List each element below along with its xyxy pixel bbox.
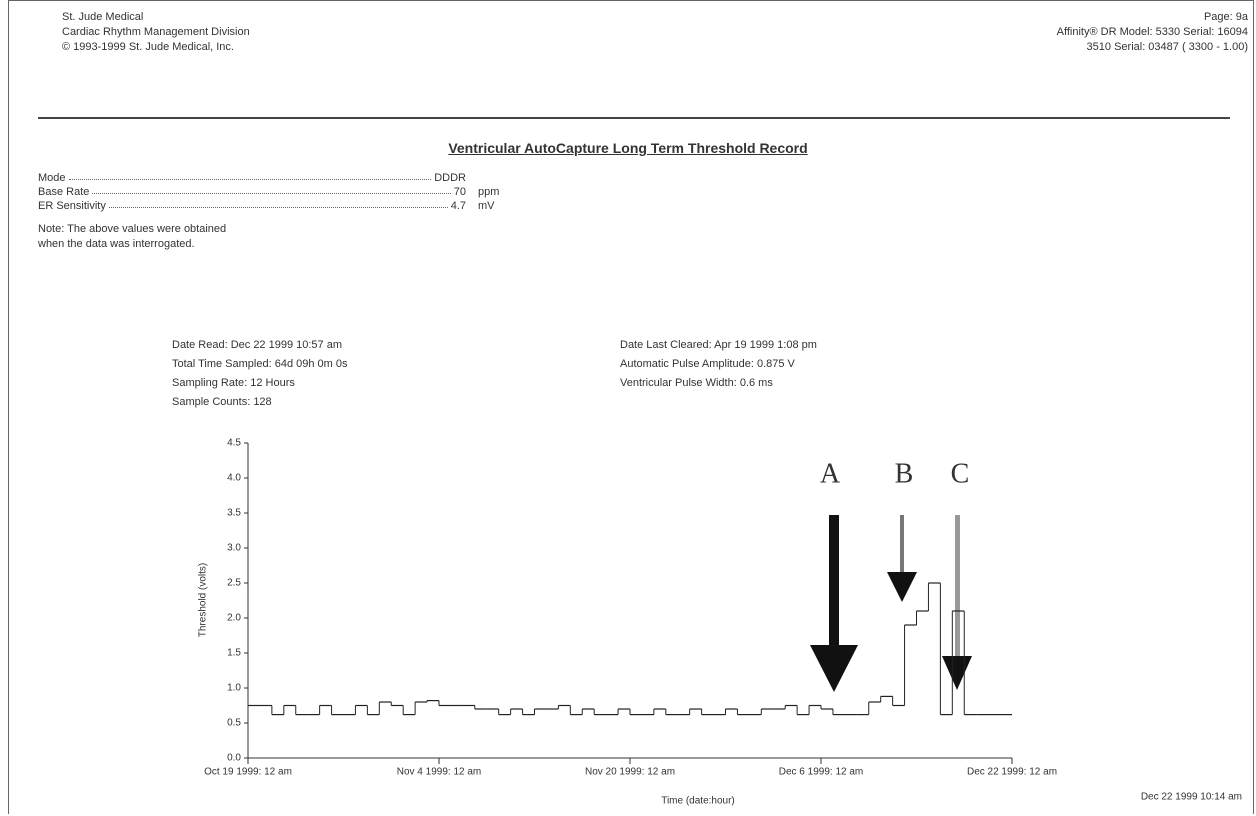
x-tick-label: Nov 20 1999: 12 am: [585, 767, 675, 778]
y-tick-label: 2.5: [227, 578, 241, 589]
text: St. Jude Medical: [62, 11, 144, 23]
x-tick-label: Oct 19 1999: 12 am: [204, 767, 292, 778]
y-tick-label: 4.0: [227, 473, 241, 484]
header-right: Page: 9a Affinity® DR Model: 5330 Serial…: [1057, 10, 1248, 55]
text: Ventricular Pulse Width: 0.6 ms: [620, 377, 773, 389]
y-tick-label: 1.5: [227, 648, 241, 659]
value: 70: [453, 186, 466, 198]
label: Base Rate: [38, 186, 90, 198]
info-left: Date Read: Dec 22 1999 10:57 am Total Ti…: [172, 336, 347, 412]
setting: ER Sensitivity 4.7 mV: [38, 200, 548, 212]
header-left: St. Jude Medical Cardiac Rhythm Manageme…: [62, 10, 250, 55]
text: Note: The above values were obtained: [38, 223, 227, 235]
text: Sampling Rate: 12 Hours: [172, 377, 295, 389]
text: Total Time Sampled: 64d 09h 0m 0s: [172, 358, 348, 370]
annotation: C: [951, 458, 970, 489]
text: Affinity® DR Model: 5330 Serial: 16094: [1056, 26, 1248, 38]
y-tick-label: 0.0: [227, 753, 241, 764]
setting: Mode DDDR: [38, 172, 548, 184]
y-tick-label: 4.5: [227, 438, 241, 449]
text: Automatic Pulse Amplitude: 0.875 V: [620, 358, 795, 370]
value: DDDR: [434, 172, 466, 184]
text: Cardiac Rhythm Management Division: [62, 26, 250, 38]
x-axis-label: Time (date:hour): [661, 796, 735, 807]
label: Mode: [38, 172, 66, 184]
text: when the data was interrogated.: [38, 238, 195, 250]
footer: Dec 22 1999 10:14 am: [1141, 792, 1242, 803]
value: 4.7: [450, 200, 466, 212]
text: 3510 Serial: 03487 ( 3300 - 1.00): [1086, 41, 1248, 53]
text: Date Last Cleared: Apr 19 1999 1:08 pm: [620, 339, 817, 351]
text: Date Read: Dec 22 1999 10:57 am: [172, 339, 343, 351]
info-right: Date Last Cleared: Apr 19 1999 1:08 pm A…: [620, 336, 817, 393]
annotation: B: [895, 458, 914, 489]
rule: [38, 117, 1230, 119]
annotation: A: [820, 458, 841, 489]
label: ER Sensitivity: [38, 200, 106, 212]
frame: [8, 0, 1254, 814]
text: Sample Counts: 128: [172, 396, 272, 408]
setting: Base Rate 70 ppm: [38, 186, 548, 198]
y-tick-label: 2.0: [227, 613, 241, 624]
arrows: [810, 515, 972, 692]
note: Note: The above values were obtained whe…: [38, 222, 226, 252]
y-tick-label: 3.5: [227, 508, 241, 519]
title: Ventricular AutoCapture Long Term Thresh…: [448, 140, 808, 156]
text: © 1993-1999 St. Jude Medical, Inc.: [62, 41, 234, 53]
unit: mV: [478, 200, 495, 212]
text: Page: 9a: [1203, 11, 1248, 23]
y-tick-label: 1.0: [227, 683, 241, 694]
y-tick-label: 0.5: [227, 718, 241, 729]
y-axis-label: Threshold (volts): [198, 563, 209, 637]
x-tick-label: Nov 4 1999: 12 am: [397, 767, 482, 778]
y-tick-label: 3.0: [227, 543, 241, 554]
x-tick-label: Dec 6 1999: 12 am: [779, 767, 864, 778]
x-tick-label: Dec 22 1999: 12 am: [967, 767, 1057, 778]
unit: ppm: [478, 186, 500, 198]
